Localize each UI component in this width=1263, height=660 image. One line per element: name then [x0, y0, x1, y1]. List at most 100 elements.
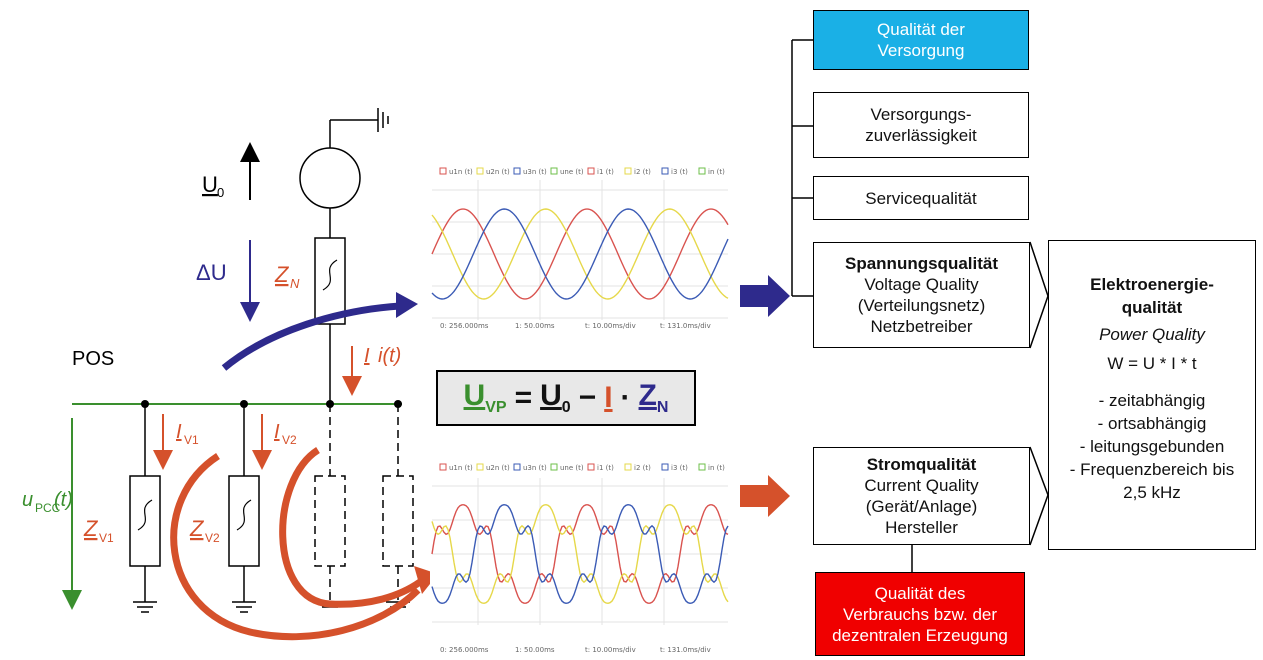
load-dashed-2 — [382, 404, 414, 602]
box-qualitaet-versorgung: Qualität der Versorgung — [813, 10, 1029, 70]
axis-label: t: 131.0ms/div — [660, 322, 711, 330]
box-line: Hersteller — [885, 518, 958, 537]
box-list-item: - leitungsgebunden — [1079, 437, 1225, 456]
box-subtitle: Power Quality — [1099, 325, 1205, 344]
zn-sub: N — [290, 276, 300, 291]
formula-u0: U — [540, 379, 562, 412]
current-flow-arrow-2 — [279, 447, 423, 608]
waveform-line — [431, 503, 729, 605]
legend-label: u1n (t) — [449, 168, 473, 176]
box-stromqualitaet: Stromqualität Current Quality (Gerät/Anl… — [813, 447, 1030, 545]
formula-u: U — [463, 379, 486, 412]
upcc-tail: (t) — [54, 489, 73, 511]
voltage-formula: UVP = U0 − I · ZN — [436, 370, 696, 426]
formula-i: I — [604, 381, 613, 414]
legend-label: i3 (t) — [671, 168, 688, 176]
box-formula: W = U * I * t — [1107, 354, 1197, 373]
box-title: Stromqualität — [866, 455, 977, 474]
axis-label: t: 10.00ms/div — [585, 646, 636, 654]
legend-swatch — [550, 463, 558, 471]
waveform-voltage: u1n (t) u2n (t) u3n (t) une (t) i1 (t) i2 (t)… — [430, 160, 730, 330]
current-block-arrow — [740, 475, 790, 517]
upcc-sub: PCC — [35, 501, 61, 515]
grid-source — [299, 108, 389, 404]
box-list-item: 2,5 kHz — [1123, 483, 1181, 502]
waveform-line — [431, 208, 729, 300]
zv2-label: Z — [189, 516, 205, 541]
formula-z: Z — [638, 379, 657, 412]
box-servicequalitaet: Servicequalität — [813, 176, 1029, 220]
legend-swatch — [550, 167, 558, 175]
legend-swatch — [587, 463, 595, 471]
legend-swatch — [476, 167, 484, 175]
legend-swatch — [698, 463, 706, 471]
box-line: Qualität der — [877, 20, 965, 39]
box-versorgungszuverlaessigkeit: Versorgungs- zuverlässigkeit — [813, 92, 1029, 158]
box-spannungsqualitaet: Spannungsqualität Voltage Quality (Verte… — [813, 242, 1030, 348]
legend-swatch — [661, 463, 669, 471]
box-line: zuverlässigkeit — [865, 126, 977, 145]
box-line: (Gerät/Anlage) — [865, 497, 978, 516]
box-title: qualität — [1121, 298, 1183, 317]
axis-label: 1: 50.00ms — [515, 322, 555, 330]
hierarchy-lines — [791, 39, 1049, 572]
voltage-flow-arrow — [221, 302, 401, 371]
u0-label: U — [202, 172, 218, 197]
box-line: Servicequalität — [865, 188, 977, 208]
box-line: Versorgung — [877, 41, 965, 60]
box-line: (Verteilungsnetz) — [857, 296, 986, 315]
box-qualitaet-verbrauch: Qualität des Verbrauchs bzw. der dezentr… — [815, 572, 1025, 656]
it-label: i(t) — [378, 345, 401, 367]
waveform-line — [431, 504, 729, 604]
box-list-item: - ortsabhängig — [1097, 414, 1207, 433]
iv2-label: I — [274, 421, 280, 443]
waveform-line — [431, 208, 729, 300]
formula-u-sub: VP — [485, 399, 507, 416]
axis-label: t: 131.0ms/div — [660, 646, 711, 654]
legend-label: u3n (t) — [523, 464, 547, 472]
formula-eq: = — [514, 381, 533, 414]
box-line: Versorgungs- — [870, 105, 972, 124]
legend-label: u3n (t) — [523, 168, 547, 176]
zv2-sub: V2 — [205, 531, 220, 545]
legend-label: u1n (t) — [449, 464, 473, 472]
box-line: Qualität des — [874, 583, 966, 603]
axis-label: t: 10.00ms/div — [585, 322, 636, 330]
i-label: I — [364, 345, 370, 367]
formula-u0-sub: 0 — [561, 399, 571, 416]
iv1-label: I — [176, 421, 182, 443]
pos-label: POS — [72, 348, 115, 370]
zn-label: Z — [274, 262, 290, 287]
box-line: Verbrauchs bzw. der — [842, 604, 998, 624]
legend-label: une (t) — [560, 464, 584, 472]
legend-swatch — [624, 463, 632, 471]
voltage-block-arrow — [740, 275, 790, 317]
legend-label: i2 (t) — [634, 168, 651, 176]
iv2-sub: V2 — [282, 433, 297, 447]
zv1-sub: V1 — [99, 531, 114, 545]
legend-swatch — [476, 463, 484, 471]
legend-label: u2n (t) — [486, 168, 510, 176]
legend-swatch — [439, 463, 447, 471]
load-dashed-1 — [314, 404, 346, 602]
box-line: Voltage Quality — [864, 275, 979, 294]
box-line: Netzbetreiber — [870, 317, 973, 336]
u0-sub: 0 — [217, 185, 224, 200]
box-elektroenergiequalitaet: Elektroenergie- qualität Power Quality W… — [1048, 240, 1256, 550]
voltage-source-icon — [299, 147, 361, 209]
legend-swatch — [439, 167, 447, 175]
axis-label: 1: 50.00ms — [515, 646, 555, 654]
legend-swatch — [698, 167, 706, 175]
legend-swatch — [513, 167, 521, 175]
legend-swatch — [587, 167, 595, 175]
box-list-item: - Frequenzbereich bis — [1069, 460, 1235, 479]
legend-label: in (t) — [708, 464, 725, 472]
waveform-current: u1n (t) u2n (t) u3n (t) une (t) i1 (t) i2 (t)… — [430, 455, 730, 655]
box-title: Spannungsqualität — [845, 254, 998, 273]
formula-z-sub: N — [656, 399, 669, 416]
load-v2 — [228, 404, 260, 613]
legend-label: u2n (t) — [486, 464, 510, 472]
zv1-label: Z — [83, 516, 99, 541]
upcc-label: u — [22, 489, 33, 511]
legend-swatch — [624, 167, 632, 175]
